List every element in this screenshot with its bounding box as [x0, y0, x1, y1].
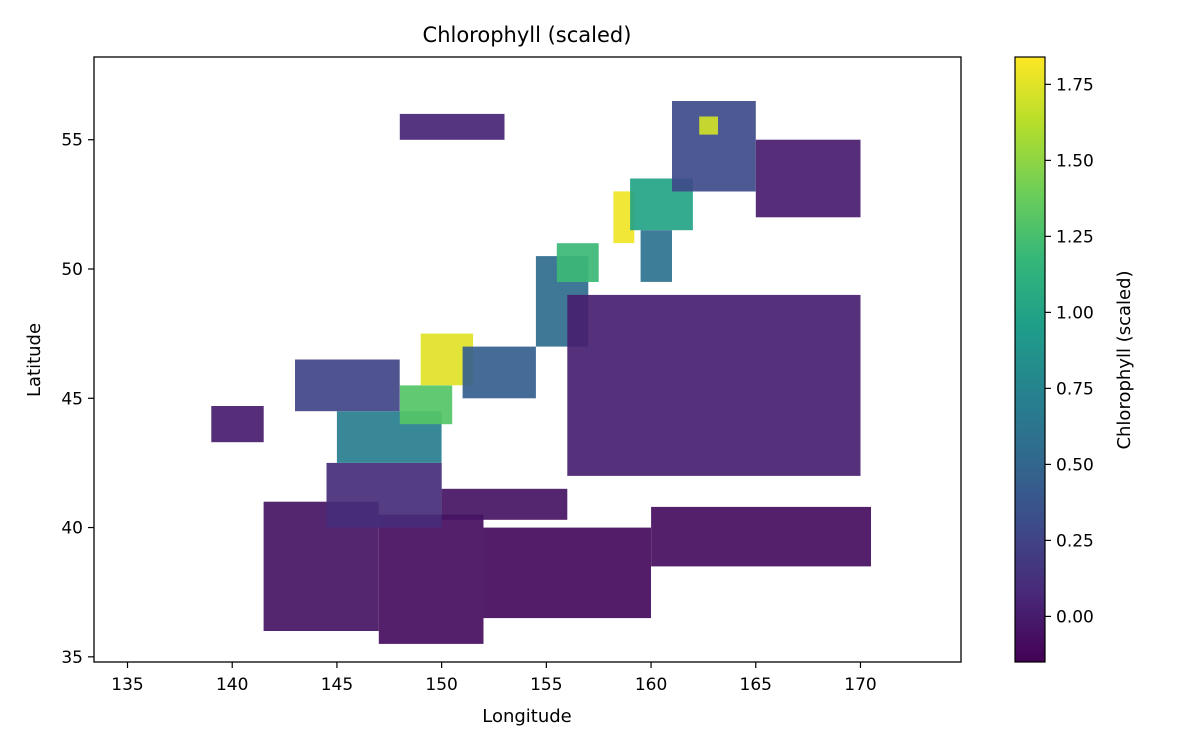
data-region-16 [640, 230, 672, 282]
data-region-1 [378, 514, 484, 644]
y-tick-label: 50 [61, 260, 83, 280]
y-axis-label: Latitude [24, 323, 45, 397]
x-axis-label: Longitude [482, 706, 572, 727]
chart-title: Chlorophyll (scaled) [423, 23, 632, 47]
colorbar-tick-label: 1.25 [1056, 227, 1094, 247]
data-region-4 [211, 406, 264, 443]
y-tick-label: 45 [61, 389, 83, 409]
x-tick-label: 145 [321, 675, 353, 695]
plot-frame [93, 56, 962, 663]
x-tick-label: 140 [216, 675, 248, 695]
y-tick-label: 55 [61, 131, 83, 151]
data-region-11 [462, 346, 536, 399]
colorbar-ticks: 0.00 0.25 0.50 0.75 1.00 1.25 1.50 1.75 [1045, 75, 1094, 627]
data-region-20 [567, 294, 861, 476]
data-region-21 [755, 139, 861, 218]
plot-area [211, 101, 871, 644]
colorbar-label: Chlorophyll (scaled) [1114, 270, 1135, 449]
x-tick-label: 155 [530, 675, 562, 695]
colorbar [1014, 56, 1046, 663]
y-axis: 35 40 45 50 55 [61, 131, 94, 668]
x-tick-label: 150 [425, 675, 457, 695]
colorbar-tick-label: 1.75 [1056, 75, 1094, 95]
x-tick-label: 170 [844, 675, 876, 695]
data-region-9 [295, 359, 400, 412]
x-tick-label: 160 [635, 675, 667, 695]
data-region-13 [556, 243, 599, 282]
data-region-2 [483, 527, 651, 619]
colorbar-tick-label: 0.75 [1056, 379, 1094, 399]
y-tick-label: 40 [61, 519, 83, 539]
data-region-18 [699, 116, 718, 135]
data-region-3 [651, 506, 871, 567]
data-region-14 [613, 191, 635, 244]
colorbar-tick-label: 1.50 [1056, 151, 1094, 171]
colorbar-tick-label: 0.00 [1056, 607, 1094, 627]
x-axis: 135 140 145 150 155 160 165 170 [111, 662, 877, 695]
data-region-6 [441, 488, 568, 520]
colorbar-tick-label: 0.50 [1056, 455, 1094, 475]
x-tick-label: 165 [740, 675, 772, 695]
data-region-17 [672, 101, 756, 192]
colorbar-tick-label: 1.00 [1056, 303, 1094, 323]
data-region-5 [326, 462, 442, 528]
data-region-8 [399, 385, 453, 425]
colorbar-tick-label: 0.25 [1056, 531, 1094, 551]
data-region-19 [399, 113, 505, 140]
x-tick-label: 135 [111, 675, 143, 695]
y-tick-label: 35 [61, 648, 83, 668]
